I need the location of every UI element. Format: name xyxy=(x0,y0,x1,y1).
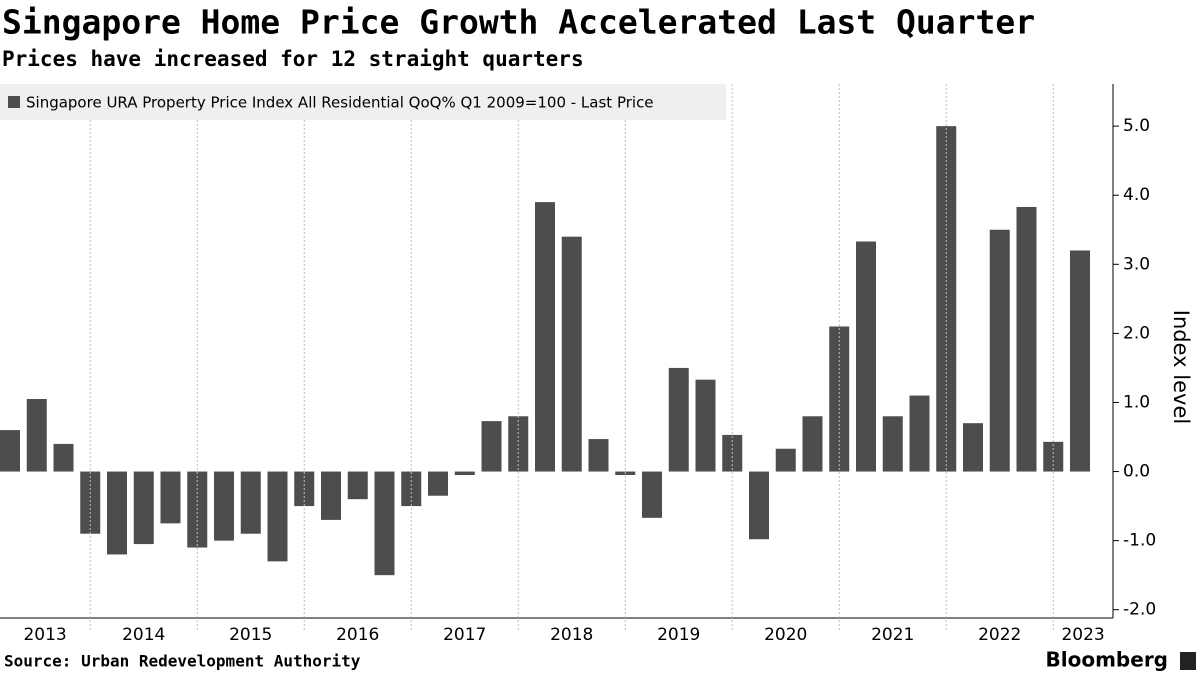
bar xyxy=(1070,250,1090,472)
bar xyxy=(53,443,74,472)
bar xyxy=(240,471,261,534)
x-tick-label: 2015 xyxy=(229,625,272,645)
bar xyxy=(695,379,716,472)
bar xyxy=(936,126,957,472)
brand-icon xyxy=(1180,652,1196,670)
chart-subtitle: Prices have increased for 12 straight qu… xyxy=(2,47,584,71)
bar xyxy=(1016,206,1037,472)
bar xyxy=(909,395,930,472)
y-tick-label: 0.0 xyxy=(1123,462,1150,482)
bar xyxy=(802,416,823,472)
bar xyxy=(80,471,101,534)
x-tick-label: 2016 xyxy=(336,625,379,645)
bar xyxy=(481,421,502,472)
bar xyxy=(642,471,662,518)
bar xyxy=(668,367,689,472)
x-tick-label: 2021 xyxy=(871,625,914,645)
y-tick-label: 4.0 xyxy=(1123,185,1150,205)
y-tick-label: 2.0 xyxy=(1123,323,1150,343)
bar xyxy=(989,229,1010,472)
x-tick-label: 2019 xyxy=(657,625,700,645)
bar xyxy=(133,471,154,545)
x-tick-label: 2018 xyxy=(550,625,593,645)
bar xyxy=(428,471,448,496)
bar xyxy=(963,423,983,472)
bar xyxy=(454,471,475,476)
bar xyxy=(26,399,47,472)
y-axis-title: Index level xyxy=(1169,310,1193,424)
bar xyxy=(0,430,20,472)
bar xyxy=(508,416,529,472)
legend-label: Singapore URA Property Price Index All R… xyxy=(26,94,654,112)
x-tick-label: 2013 xyxy=(23,625,66,645)
y-tick-label: 5.0 xyxy=(1123,116,1150,136)
legend-swatch xyxy=(8,96,20,108)
y-tick-label: -1.0 xyxy=(1123,531,1156,551)
bar xyxy=(829,326,850,472)
x-tick-label: 2020 xyxy=(764,625,807,645)
bar xyxy=(160,471,181,524)
bar xyxy=(347,471,368,500)
bar xyxy=(267,471,288,562)
bar xyxy=(107,471,127,555)
bar xyxy=(561,236,582,472)
x-tick-label: 2014 xyxy=(122,625,165,645)
bar xyxy=(775,448,796,472)
bar xyxy=(535,202,555,472)
x-tick-label: 2023 xyxy=(1061,625,1104,645)
brand: Bloomberg xyxy=(1046,648,1168,672)
chart-title: Singapore Home Price Growth Accelerated … xyxy=(2,3,1035,42)
legend-box xyxy=(0,84,726,120)
bar xyxy=(374,471,395,576)
bar xyxy=(749,471,769,540)
y-tick-label: 1.0 xyxy=(1123,392,1150,412)
y-tick-label: -2.0 xyxy=(1123,600,1156,620)
bar xyxy=(321,471,341,520)
bar xyxy=(882,416,903,472)
bar xyxy=(588,439,609,472)
source: Source: Urban Redevelopment Authority xyxy=(4,652,361,671)
y-tick-label: 3.0 xyxy=(1123,254,1150,274)
x-tick-label: 2022 xyxy=(978,625,1021,645)
bar xyxy=(214,471,234,541)
bar xyxy=(856,241,876,472)
x-tick-label: 2017 xyxy=(443,625,486,645)
